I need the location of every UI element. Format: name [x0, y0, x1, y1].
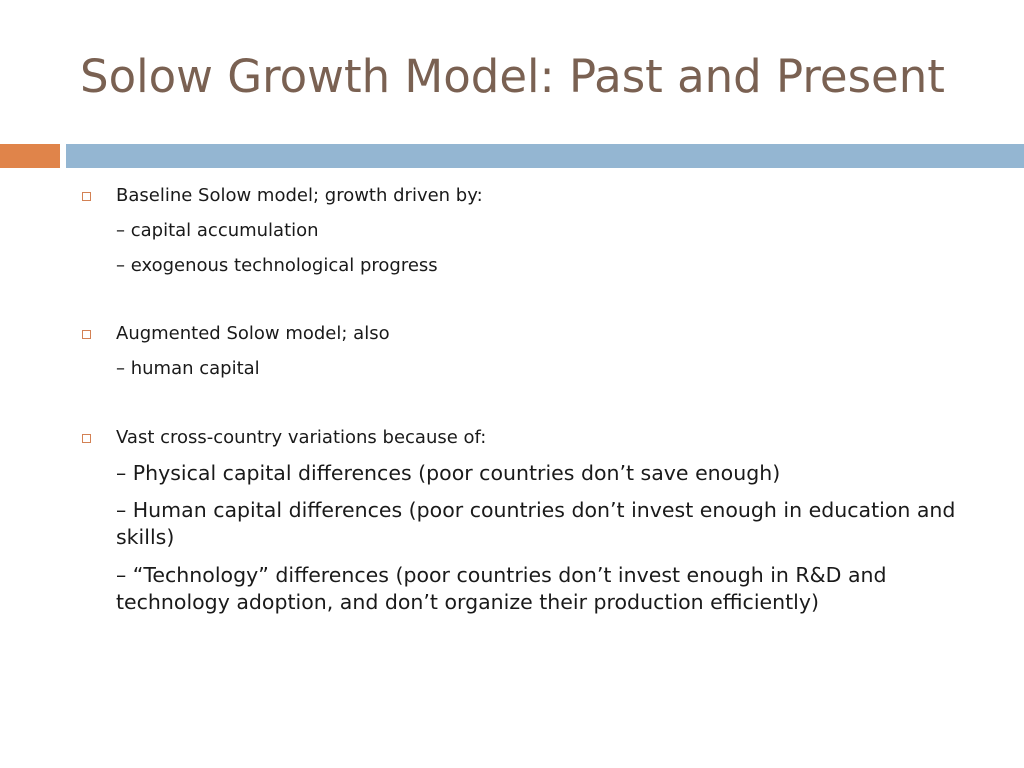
square-bullet-icon — [82, 330, 91, 339]
sub-item: – “Technology” differences (poor countri… — [116, 563, 887, 614]
sub-item: – human capital — [116, 358, 260, 379]
accent-bar-blue — [66, 144, 1024, 168]
accent-bar-orange — [0, 144, 60, 168]
bullet-heading: Augmented Solow model; also — [116, 323, 390, 344]
square-bullet-icon — [82, 192, 91, 201]
sub-item: – capital accumulation — [116, 220, 319, 241]
bullet-heading: Vast cross-country variations because of… — [116, 427, 487, 448]
sub-item: – Physical capital differences (poor cou… — [116, 461, 781, 485]
slide-title: Solow Growth Model: Past and Present — [80, 50, 945, 103]
sub-item: – exogenous technological progress — [116, 255, 438, 276]
bullet-heading: Baseline Solow model; growth driven by: — [116, 185, 483, 206]
sub-item: – Human capital differences (poor countr… — [116, 498, 956, 549]
square-bullet-icon — [82, 434, 91, 443]
